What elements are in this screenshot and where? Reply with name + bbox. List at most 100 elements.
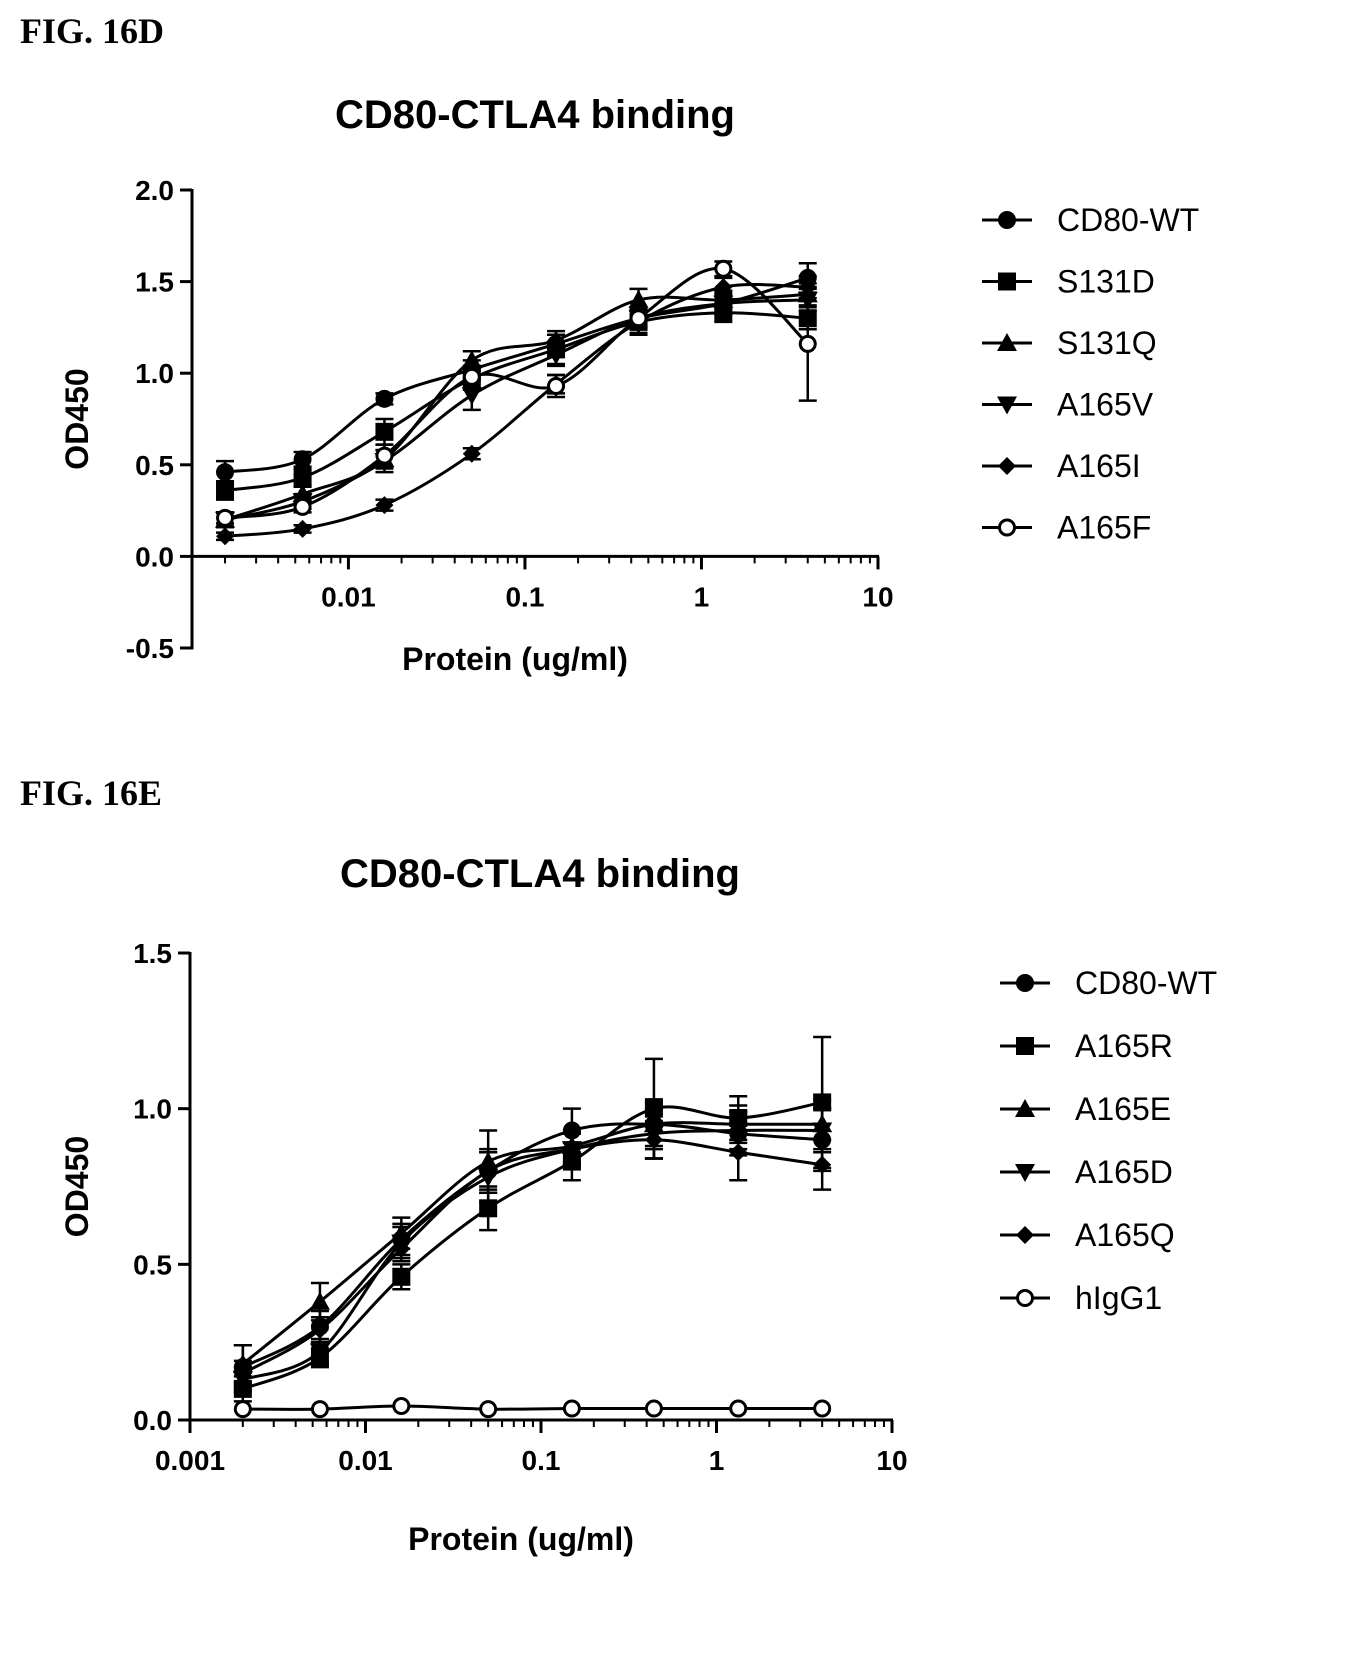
legend: CD80-WT S131D S131Q A165V A165I A165F xyxy=(982,202,1199,546)
legend-marker xyxy=(997,333,1017,351)
figure-label-16d: FIG. 16D xyxy=(20,11,164,51)
series-line xyxy=(242,1128,823,1381)
data-point xyxy=(813,1399,832,1418)
x-axis-label: Protein (ug/ml) xyxy=(402,641,628,677)
data-point xyxy=(714,259,733,278)
y-tick-label: 0.0 xyxy=(135,541,174,572)
data-point xyxy=(216,508,235,527)
data-point xyxy=(479,1199,498,1218)
legend-label: S131D xyxy=(1057,264,1155,300)
y-tick-label: 2.0 xyxy=(135,175,174,206)
series-line xyxy=(242,1100,823,1391)
legend-marker xyxy=(1016,1226,1034,1244)
data-point xyxy=(798,334,817,353)
x-axis-label: Protein (ug/ml) xyxy=(408,1521,634,1557)
x-tick-label: 1 xyxy=(694,581,710,612)
data-point xyxy=(628,289,649,308)
series-line xyxy=(224,292,808,522)
data-point xyxy=(812,1122,833,1141)
series-line xyxy=(224,311,808,492)
legend-label: A165E xyxy=(1075,1091,1171,1127)
series-a165v xyxy=(215,287,818,530)
legend: CD80-WT A165R A165E A165D A165Q hIgG1 xyxy=(1000,965,1217,1316)
series-line xyxy=(224,298,808,522)
x-tick-label: 0.001 xyxy=(155,1445,225,1476)
data-point xyxy=(375,422,394,441)
data-point xyxy=(713,295,734,314)
legend-label: CD80-WT xyxy=(1057,202,1199,238)
series-s131d xyxy=(216,302,817,501)
legend-label: A165I xyxy=(1057,448,1141,484)
legend-item-a165q: A165Q xyxy=(1000,1217,1175,1253)
legend-item-s131d: S131D xyxy=(982,264,1155,300)
legend-label: A165V xyxy=(1057,387,1154,423)
data-point xyxy=(629,309,648,328)
series-line xyxy=(241,1121,823,1366)
x-tick-label: 10 xyxy=(862,581,893,612)
y-tick-label: 1.0 xyxy=(133,1094,172,1125)
data-point xyxy=(392,1239,411,1258)
legend-marker xyxy=(998,272,1016,291)
y-tick-label: 1.5 xyxy=(135,267,174,298)
legend-marker xyxy=(998,211,1016,229)
series-higg1 xyxy=(233,1396,832,1419)
x-tick-label: 0.1 xyxy=(505,581,544,612)
legend-label: CD80-WT xyxy=(1075,965,1217,1001)
x-tick-label: 0.1 xyxy=(522,1445,561,1476)
data-point xyxy=(562,1140,581,1159)
data-point xyxy=(462,444,481,463)
legend-marker xyxy=(1015,1099,1035,1117)
y-tick-label: 0.5 xyxy=(133,1249,172,1280)
data-point xyxy=(375,446,394,465)
y-tick-label: -0.5 xyxy=(126,633,174,664)
legend-marker xyxy=(997,396,1017,415)
data-point xyxy=(714,278,733,297)
data-point xyxy=(310,1320,329,1339)
legend-label: A165Q xyxy=(1075,1217,1175,1253)
y-tick-label: 0.5 xyxy=(135,450,174,481)
y-axis-label: OD450 xyxy=(59,1136,95,1237)
data-point xyxy=(546,346,567,365)
legend-item-a165i: A165I xyxy=(982,448,1141,484)
legend-marker xyxy=(998,518,1016,537)
data-point xyxy=(216,527,235,546)
data-point xyxy=(562,1399,581,1418)
legend-item-a165d: A165D xyxy=(1000,1154,1173,1190)
chart-title: CD80-CTLA4 binding xyxy=(340,852,740,896)
legend-label: A165D xyxy=(1075,1154,1173,1190)
legend-item-s131q: S131Q xyxy=(982,325,1157,361)
data-point xyxy=(547,377,566,396)
legend-marker xyxy=(1016,1289,1034,1307)
data-point xyxy=(293,497,312,516)
x-tick-label: 0.01 xyxy=(321,581,376,612)
series-a165q xyxy=(233,1119,832,1388)
data-point xyxy=(392,1396,411,1415)
data-point xyxy=(233,1364,252,1383)
data-point xyxy=(216,481,235,500)
data-point xyxy=(644,1130,663,1149)
series-a165i xyxy=(216,274,817,546)
x-tick-label: 0.01 xyxy=(338,1445,393,1476)
legend-item-a165v: A165V xyxy=(982,387,1154,423)
y-tick-label: 1.5 xyxy=(133,938,172,969)
legend-item-cd80-wt: CD80-WT xyxy=(982,202,1199,238)
chart-16e: CD80-CTLA4 binding 0.0 0.5 1.0 1.5 0.001 0.01 0… xyxy=(59,852,1217,1557)
data-point xyxy=(462,367,481,386)
x-tick-label: 1 xyxy=(709,1445,725,1476)
data-point xyxy=(310,1400,329,1419)
legend-label: A165R xyxy=(1075,1028,1173,1064)
chart-title: CD80-CTLA4 binding xyxy=(335,93,735,137)
data-point xyxy=(293,519,312,538)
legend-marker xyxy=(1016,974,1034,992)
data-point xyxy=(375,389,394,408)
y-tick-label: 1.0 xyxy=(135,358,174,389)
data-point xyxy=(309,1343,330,1362)
legend-item-higg1: hIgG1 xyxy=(1000,1280,1162,1316)
data-point xyxy=(729,1143,748,1162)
legend-marker xyxy=(1016,1037,1034,1055)
y-tick-label: 0.0 xyxy=(133,1405,172,1436)
legend-marker xyxy=(1015,1164,1035,1182)
data-point xyxy=(813,1155,832,1174)
legend-item-a165r: A165R xyxy=(1000,1028,1173,1064)
legend-label: S131Q xyxy=(1057,325,1157,361)
